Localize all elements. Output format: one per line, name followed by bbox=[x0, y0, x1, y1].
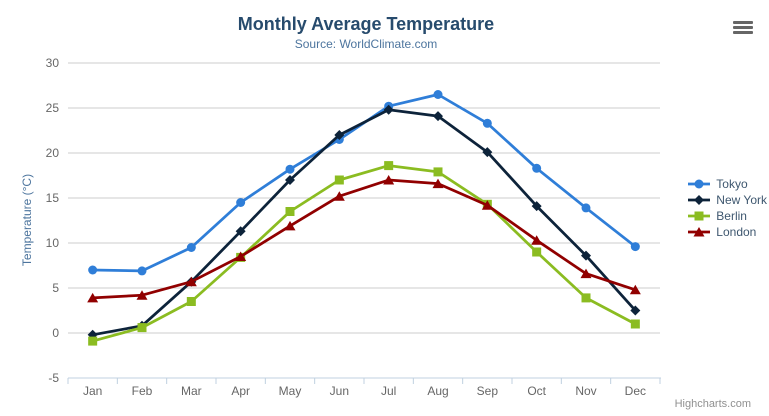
legend-item-london[interactable]: London bbox=[687, 224, 767, 240]
data-point-square[interactable] bbox=[285, 207, 295, 216]
data-point-triangle[interactable] bbox=[235, 251, 247, 262]
legend-label: New York bbox=[716, 193, 767, 207]
data-point-triangle[interactable] bbox=[136, 290, 148, 300]
x-tick-label: Nov bbox=[575, 384, 596, 398]
y-tick-label: 10 bbox=[46, 236, 60, 250]
data-point-circle[interactable] bbox=[186, 243, 196, 252]
y-tick-label: 15 bbox=[46, 191, 60, 205]
series-line-london[interactable] bbox=[91, 178, 637, 300]
data-point-triangle[interactable] bbox=[481, 200, 493, 210]
series-line-berlin[interactable] bbox=[91, 164, 637, 343]
x-tick-label: Dec bbox=[625, 384, 646, 398]
data-point-circle[interactable] bbox=[630, 242, 640, 252]
data-point-diamond[interactable] bbox=[630, 305, 641, 316]
data-point-circle[interactable] bbox=[581, 203, 591, 213]
data-point-square[interactable] bbox=[137, 323, 147, 333]
data-point-circle[interactable] bbox=[236, 198, 246, 207]
hamburger-icon bbox=[733, 31, 753, 34]
x-tick-label: Mar bbox=[181, 384, 202, 398]
chart-subtitle: Source: WorldClimate.com bbox=[294, 37, 438, 51]
y-tick-label: 5 bbox=[52, 281, 59, 295]
x-tick-label: Jun bbox=[330, 384, 349, 398]
data-point-diamond[interactable] bbox=[235, 226, 246, 237]
hamburger-icon bbox=[733, 26, 753, 29]
data-point-square[interactable] bbox=[630, 319, 640, 329]
chart-title: Monthly Average Temperature bbox=[237, 14, 495, 34]
data-point-circle[interactable] bbox=[88, 265, 98, 275]
highcharts-credit[interactable]: Highcharts.com bbox=[674, 398, 751, 410]
y-tick-label: 30 bbox=[46, 56, 60, 70]
x-tick-label: Oct bbox=[527, 384, 546, 398]
x-tick-label: Sep bbox=[477, 384, 499, 398]
data-point-square[interactable] bbox=[433, 167, 443, 177]
data-point-triangle[interactable] bbox=[284, 220, 296, 231]
legend-item-tokyo[interactable]: Tokyo bbox=[687, 176, 767, 192]
data-point-square[interactable] bbox=[384, 161, 394, 171]
legend-label: Berlin bbox=[716, 209, 747, 223]
triangle-legend-icon bbox=[688, 227, 711, 237]
y-axis-title: Temperature (°C) bbox=[20, 173, 34, 267]
legend-item-berlin[interactable]: Berlin bbox=[687, 208, 767, 224]
data-point-diamond[interactable] bbox=[531, 201, 542, 212]
data-point-diamond[interactable] bbox=[285, 175, 295, 185]
x-tick-label: May bbox=[279, 384, 302, 398]
data-point-circle[interactable] bbox=[482, 118, 492, 128]
diamond-legend-icon bbox=[688, 195, 711, 205]
x-tick-label: Jul bbox=[381, 384, 396, 398]
data-point-circle[interactable] bbox=[285, 164, 295, 174]
data-point-square[interactable] bbox=[186, 297, 196, 306]
circle-legend-icon bbox=[688, 179, 711, 189]
data-point-triangle[interactable] bbox=[185, 276, 197, 287]
y-tick-label: 25 bbox=[46, 101, 60, 115]
data-point-diamond[interactable] bbox=[433, 111, 443, 122]
y-tick-label: 0 bbox=[52, 326, 59, 340]
data-point-diamond[interactable] bbox=[482, 147, 493, 158]
data-point-diamond[interactable] bbox=[383, 104, 394, 115]
y-tick-label: 20 bbox=[46, 146, 60, 160]
legend-label: London bbox=[716, 225, 757, 239]
data-point-square[interactable] bbox=[334, 175, 344, 185]
data-point-triangle[interactable] bbox=[383, 175, 395, 185]
data-point-circle[interactable] bbox=[433, 90, 443, 99]
y-tick-label: -5 bbox=[48, 371, 59, 385]
series-line-new-york[interactable] bbox=[91, 108, 637, 337]
data-point-square[interactable] bbox=[532, 247, 542, 257]
data-point-circle[interactable] bbox=[532, 163, 542, 173]
data-point-diamond[interactable] bbox=[334, 130, 345, 140]
legend-item-new-york[interactable]: New York bbox=[687, 192, 767, 208]
square-legend-icon bbox=[688, 211, 711, 221]
x-tick-label: Jan bbox=[83, 384, 102, 398]
x-tick-label: Apr bbox=[231, 384, 250, 398]
x-tick-label: Feb bbox=[132, 384, 153, 398]
export-menu-button[interactable] bbox=[733, 21, 753, 34]
data-point-square[interactable] bbox=[581, 293, 591, 303]
data-point-diamond[interactable] bbox=[581, 250, 591, 261]
data-point-triangle[interactable] bbox=[580, 268, 592, 279]
legend: Tokyo New York Berlin London bbox=[687, 176, 767, 240]
data-point-triangle[interactable] bbox=[531, 235, 543, 245]
legend-label: Tokyo bbox=[716, 177, 748, 191]
x-tick-label: Aug bbox=[427, 384, 448, 398]
data-point-circle[interactable] bbox=[137, 266, 147, 276]
data-point-triangle[interactable] bbox=[333, 191, 345, 201]
data-point-square[interactable] bbox=[88, 336, 98, 346]
data-point-triangle[interactable] bbox=[629, 284, 641, 295]
hamburger-icon bbox=[733, 21, 753, 24]
data-point-triangle[interactable] bbox=[432, 178, 444, 189]
data-point-triangle[interactable] bbox=[87, 292, 99, 303]
